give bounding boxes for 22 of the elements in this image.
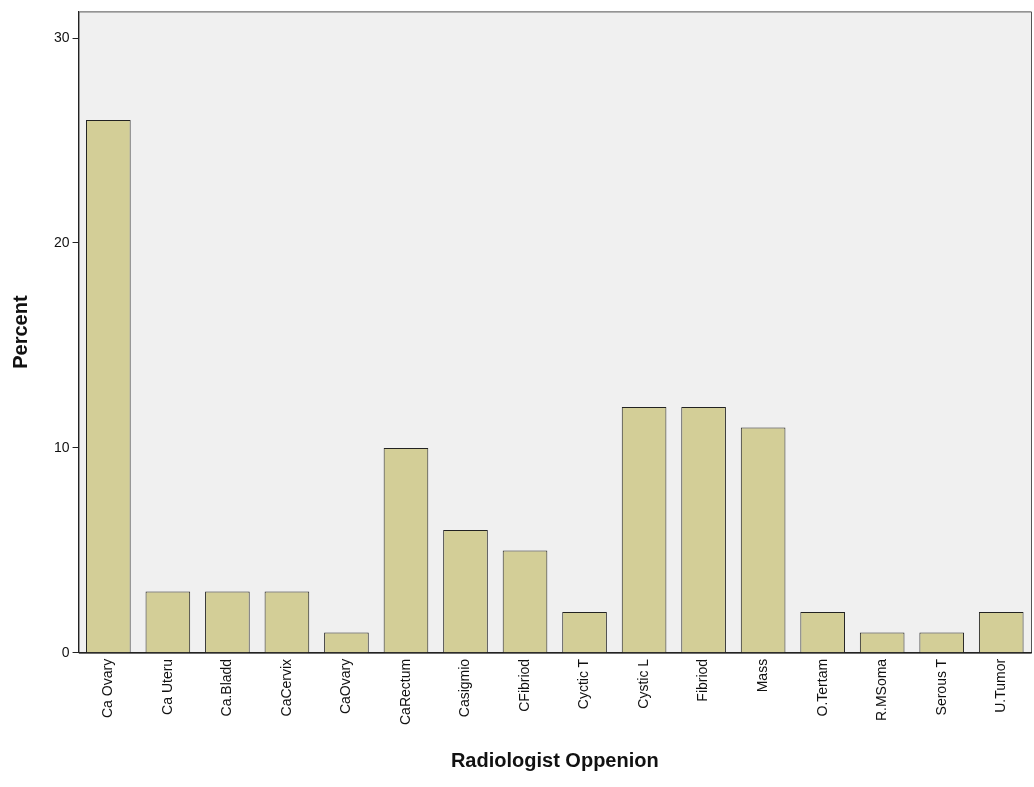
x-tick-label: O.Tertam: [813, 658, 830, 717]
x-tick-label: Casigmio: [456, 658, 473, 718]
x-tick-label: CaOvary: [337, 658, 354, 715]
y-axis-title: Percent: [8, 295, 31, 369]
x-tick-label: Ca Uteru: [158, 658, 175, 715]
x-tick-label: U.Tumor: [992, 658, 1009, 713]
y-tick-label: 10: [53, 438, 70, 455]
x-tick-label: Cyctic T: [575, 658, 592, 710]
x-tick-label: CFibriod: [515, 658, 532, 712]
x-tick-label: Fibriod: [694, 658, 711, 702]
x-tick-label: Cystic L: [634, 658, 651, 709]
x-tick-label: CaRectum: [396, 658, 413, 726]
y-tick-label: 30: [53, 28, 70, 45]
x-tick-label: Ca Ovary: [99, 658, 116, 718]
x-tick-label: CaCervix: [277, 658, 294, 717]
y-tick-label: 20: [53, 233, 70, 250]
x-tick-label: Ca.Bladd: [218, 658, 235, 717]
y-tick-label: 0: [61, 643, 70, 660]
x-axis-title: Radiologist Oppenion: [450, 748, 659, 771]
x-tick-label: Serous T: [932, 658, 949, 716]
x-tick-label: Mass: [753, 658, 770, 693]
x-tick-label: R.MSoma: [873, 658, 890, 722]
